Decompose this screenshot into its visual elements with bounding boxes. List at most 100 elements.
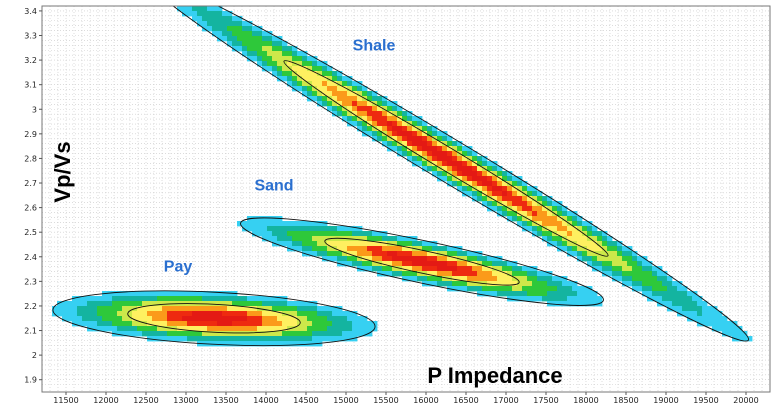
density-cell	[207, 321, 213, 327]
density-cell	[427, 276, 433, 282]
density-cell	[392, 131, 398, 137]
density-cell	[342, 251, 348, 257]
density-cell	[212, 311, 218, 317]
density-cell	[402, 246, 408, 252]
density-cell	[502, 206, 508, 212]
density-cell	[642, 276, 648, 282]
density-cell	[717, 326, 723, 332]
density-cell	[442, 166, 448, 172]
density-cell	[497, 176, 503, 182]
density-cell	[387, 131, 393, 137]
density-cell	[202, 316, 208, 322]
density-cell	[402, 116, 408, 122]
density-cell	[657, 296, 663, 302]
density-cell	[582, 296, 588, 302]
density-cell	[367, 116, 373, 122]
density-cell	[547, 231, 553, 237]
density-cell	[232, 331, 238, 337]
density-cell	[102, 326, 108, 332]
density-cell	[342, 311, 348, 317]
density-cell	[262, 56, 268, 62]
density-cell	[337, 251, 343, 257]
density-cell	[377, 251, 383, 257]
density-cell	[712, 316, 718, 322]
density-cell	[222, 291, 228, 297]
density-cell	[442, 256, 448, 262]
density-cell	[242, 326, 248, 332]
density-cell	[592, 251, 598, 257]
density-cell	[567, 281, 573, 287]
density-cell	[382, 111, 388, 117]
density-cell	[362, 111, 368, 117]
density-cell	[312, 336, 318, 342]
density-cell	[112, 301, 118, 307]
density-heatmap	[52, 6, 753, 347]
density-cell	[342, 86, 348, 92]
density-cell	[302, 91, 308, 97]
density-cell	[342, 76, 348, 82]
density-cell	[62, 301, 68, 307]
density-cell	[322, 241, 328, 247]
density-cell	[287, 56, 293, 62]
density-cell	[577, 226, 583, 232]
density-cell	[207, 316, 213, 322]
density-cell	[477, 186, 483, 192]
density-cell	[62, 306, 68, 312]
density-cell	[212, 316, 218, 322]
density-cell	[417, 251, 423, 257]
density-cell	[167, 306, 173, 312]
density-cell	[237, 306, 243, 312]
density-cell	[352, 121, 358, 127]
density-cell	[467, 281, 473, 287]
density-cell	[72, 316, 78, 322]
density-cell	[187, 291, 193, 297]
density-cell	[167, 321, 173, 327]
density-cell	[332, 251, 338, 257]
density-cell	[347, 76, 353, 82]
density-cell	[342, 336, 348, 342]
density-cell	[432, 261, 438, 267]
density-cell	[437, 281, 443, 287]
density-cell	[302, 76, 308, 82]
density-cell	[107, 326, 113, 332]
density-cell	[527, 286, 533, 292]
density-cell	[97, 316, 103, 322]
density-cell	[592, 236, 598, 242]
density-cell	[692, 316, 698, 322]
x-tick-label: 16500	[453, 396, 478, 404]
density-cell	[412, 156, 418, 162]
density-cell	[697, 306, 703, 312]
density-cell	[517, 266, 523, 272]
density-cell	[242, 21, 248, 27]
density-cell	[332, 316, 338, 322]
density-cell	[347, 326, 353, 332]
density-cell	[562, 226, 568, 232]
density-cell	[512, 281, 518, 287]
density-cell	[312, 236, 318, 242]
density-cell	[577, 301, 583, 307]
density-cell	[607, 251, 613, 257]
density-cell	[602, 266, 608, 272]
density-cell	[187, 326, 193, 332]
density-cell	[637, 286, 643, 292]
density-cell	[242, 341, 248, 347]
density-cell	[322, 66, 328, 72]
density-cell	[112, 296, 118, 302]
density-cell	[297, 331, 303, 337]
density-cell	[327, 321, 333, 327]
density-cell	[162, 301, 168, 307]
density-cell	[252, 41, 258, 47]
density-cell	[352, 231, 358, 237]
density-cell	[272, 71, 278, 77]
density-cell	[217, 316, 223, 322]
density-cell	[242, 331, 248, 337]
density-cell	[472, 256, 478, 262]
density-cell	[317, 241, 323, 247]
density-cell	[452, 166, 458, 172]
density-cell	[287, 81, 293, 87]
density-cell	[247, 56, 253, 62]
density-cell	[587, 241, 593, 247]
density-cell	[227, 331, 233, 337]
density-cell	[272, 216, 278, 222]
density-cell	[347, 336, 353, 342]
